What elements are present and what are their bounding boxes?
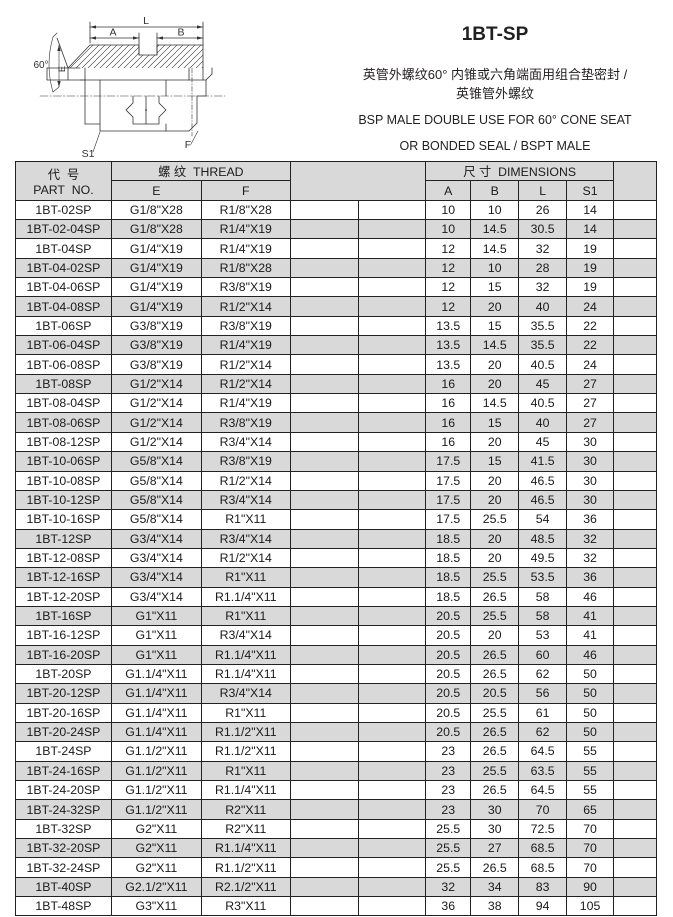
svg-text:60°: 60°	[33, 60, 48, 71]
svg-text:B: B	[177, 27, 184, 39]
svg-text:F: F	[185, 139, 191, 151]
svg-text:L: L	[143, 15, 149, 27]
svg-text:A: A	[109, 27, 116, 39]
svg-text:E: E	[57, 66, 68, 72]
svg-text:S1: S1	[82, 148, 95, 160]
